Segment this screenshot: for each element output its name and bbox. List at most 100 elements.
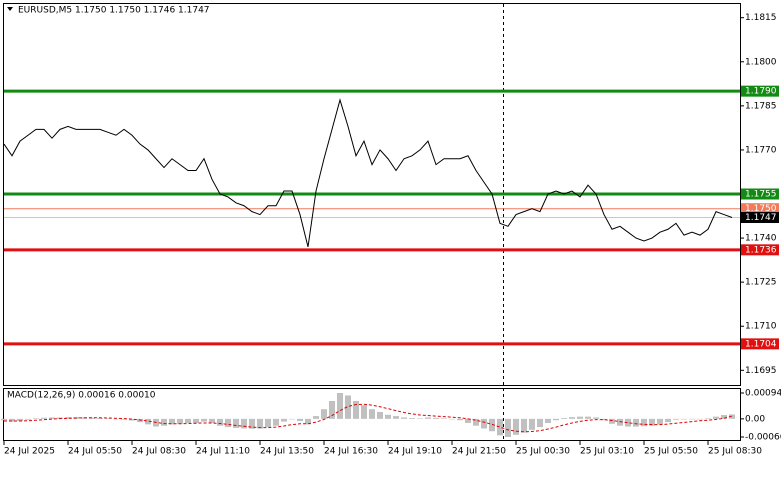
macd-bar bbox=[185, 418, 191, 423]
macd-bar bbox=[193, 418, 199, 423]
y-tick-label: 1.1710 bbox=[745, 322, 777, 332]
y-tick-label: 1.1695 bbox=[745, 366, 777, 376]
macd-bar bbox=[409, 418, 415, 419]
x-tick-label: 24 Jul 08:30 bbox=[132, 447, 186, 457]
macd-title: MACD(12,26,9) 0.00016 0.00010 bbox=[7, 391, 156, 401]
macd-bar bbox=[713, 416, 719, 419]
macd-bar bbox=[649, 418, 655, 426]
level-label-box bbox=[741, 212, 779, 224]
macd-bar bbox=[345, 395, 351, 419]
x-tick-label: 25 Jul 00:30 bbox=[516, 447, 570, 457]
level-label-box bbox=[741, 203, 779, 215]
macd-bar bbox=[33, 418, 39, 419]
macd-bar bbox=[225, 418, 231, 428]
macd-bar bbox=[105, 418, 111, 419]
macd-bar bbox=[625, 418, 631, 427]
macd-bar bbox=[505, 418, 511, 437]
macd-bar bbox=[465, 418, 471, 423]
macd-bar bbox=[633, 418, 639, 427]
x-tick-label: 24 Jul 21:50 bbox=[452, 447, 506, 457]
macd-bar bbox=[329, 400, 335, 419]
y-tick-label: 1.1725 bbox=[745, 278, 777, 288]
macd-bar bbox=[313, 416, 319, 419]
macd-bar bbox=[209, 418, 215, 423]
macd-bar bbox=[65, 417, 71, 419]
macd-bar bbox=[441, 418, 447, 419]
level-label: 1.1736 bbox=[745, 245, 777, 255]
macd-bar bbox=[577, 416, 583, 419]
menu-arrow bbox=[7, 7, 13, 11]
y-tick-label: 1.1800 bbox=[745, 57, 777, 67]
x-tick-label: 25 Jul 03:10 bbox=[580, 447, 634, 457]
macd-bar bbox=[545, 418, 551, 423]
macd-bar bbox=[609, 418, 615, 424]
macd-bar bbox=[697, 418, 703, 420]
macd-bar bbox=[217, 418, 223, 426]
chart-title: EURUSD,M5 1.1750 1.1750 1.1746 1.1747 bbox=[18, 6, 210, 16]
macd-bar bbox=[393, 416, 399, 419]
macd-bar bbox=[481, 418, 487, 429]
macd-bar bbox=[513, 418, 519, 435]
macd-bar bbox=[585, 416, 591, 419]
macd-bar bbox=[137, 418, 143, 423]
macd-bar bbox=[641, 418, 647, 427]
macd-bar bbox=[601, 418, 607, 421]
macd-bar bbox=[113, 418, 119, 420]
macd-bar bbox=[433, 418, 439, 419]
macd-bar bbox=[25, 418, 31, 420]
signal-line bbox=[4, 403, 733, 433]
macd-bar bbox=[41, 417, 47, 419]
x-tick-label: 25 Jul 08:30 bbox=[708, 447, 762, 457]
macd-bar bbox=[1, 418, 7, 421]
macd-bar bbox=[89, 417, 95, 419]
macd-frame bbox=[3, 388, 741, 441]
macd-bar bbox=[241, 418, 247, 429]
macd-bar bbox=[681, 418, 687, 420]
macd-bar bbox=[673, 418, 679, 420]
macd-bar bbox=[729, 414, 735, 419]
macd-bar bbox=[537, 418, 543, 428]
level-label-box bbox=[741, 244, 779, 256]
level-label-box bbox=[741, 338, 779, 350]
level-label: 1.1755 bbox=[745, 190, 777, 200]
macd-bar bbox=[553, 418, 559, 421]
macd-bar bbox=[233, 418, 239, 428]
macd-bar bbox=[297, 418, 303, 422]
macd-bar bbox=[425, 417, 431, 419]
macd-bar bbox=[353, 400, 359, 419]
macd-bar bbox=[161, 418, 167, 426]
macd-bar bbox=[561, 418, 567, 419]
macd-bar bbox=[473, 418, 479, 426]
macd-bar bbox=[249, 418, 255, 429]
macd-bar bbox=[9, 418, 15, 422]
macd-bar bbox=[657, 418, 663, 425]
macd-bar bbox=[265, 418, 271, 428]
x-tick-label: 24 Jul 2025 bbox=[4, 447, 55, 457]
macd-bar bbox=[121, 418, 127, 420]
macd-bar bbox=[385, 414, 391, 419]
macd-bar bbox=[721, 415, 727, 419]
level-label: 1.1747 bbox=[745, 213, 777, 223]
macd-bar bbox=[617, 418, 623, 426]
x-tick-label: 24 Jul 05:50 bbox=[68, 447, 122, 457]
macd-bar bbox=[257, 418, 263, 429]
y-tick-label: 1.1770 bbox=[745, 145, 777, 155]
level-label: 1.1704 bbox=[745, 339, 777, 349]
macd-bar bbox=[321, 409, 327, 419]
macd-bar bbox=[521, 418, 527, 433]
x-tick-label: 25 Jul 05:50 bbox=[644, 447, 698, 457]
macd-bar bbox=[401, 417, 407, 419]
macd-bar bbox=[17, 418, 23, 422]
macd-bar bbox=[177, 418, 183, 424]
y-tick-label: 1.1740 bbox=[745, 234, 777, 244]
macd-bar bbox=[361, 405, 367, 419]
y-tick-label: 0.00 bbox=[745, 414, 765, 424]
macd-bar bbox=[305, 418, 311, 425]
macd-bar bbox=[49, 417, 55, 419]
macd-bar bbox=[665, 418, 671, 423]
y-tick-label: 0.00094 bbox=[745, 389, 781, 399]
macd-bar bbox=[377, 411, 383, 419]
macd-bar bbox=[489, 418, 495, 432]
x-tick-label: 24 Jul 13:50 bbox=[260, 447, 314, 457]
